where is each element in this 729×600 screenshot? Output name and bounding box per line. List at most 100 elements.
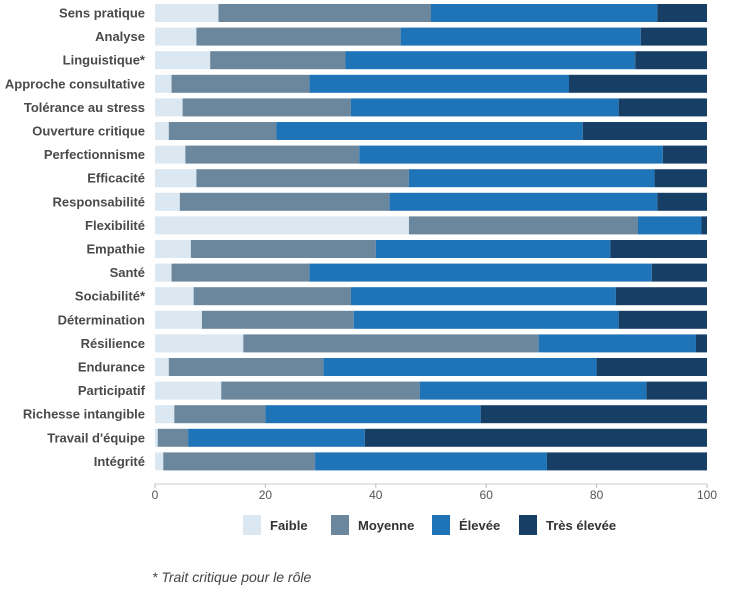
bar-flexibilite-moyenne — [408, 216, 638, 235]
bar-sens-pratique-moyenne — [218, 4, 431, 22]
bar-sens-pratique-faible — [155, 4, 219, 22]
category-label-richesse-intangible: Richesse intangible — [23, 407, 145, 422]
bar-participatif-elevee — [419, 381, 647, 400]
bar-endurance-moyenne — [168, 358, 324, 376]
bar-participatif-tres-elevee — [646, 381, 707, 400]
chart-svg: Sens pratique Analyse Linguistique* Approch… — [5, 4, 717, 535]
bar-tolerance-au-stress-elevee — [350, 98, 619, 117]
x-tick-label-60: 60 — [480, 488, 494, 502]
category-label-linguistique: Linguistique* — [63, 53, 146, 68]
bar-determination-moyenne — [201, 310, 354, 329]
legend-swatch-faible — [243, 515, 261, 535]
bar-responsabilite-elevee — [389, 192, 658, 211]
bar-linguistique-tres-elevee — [635, 51, 707, 70]
legend-swatch-moyenne — [331, 515, 349, 535]
bar-efficacite-elevee — [408, 169, 655, 188]
category-label-perfectionnisme: Perfectionnisme — [44, 147, 145, 162]
bar-approche-consultative-elevee — [309, 74, 569, 93]
bar-integrite-tres-elevee — [546, 452, 707, 471]
bar-integrite-elevee — [315, 452, 547, 471]
bar-richesse-intangible-moyenne — [174, 405, 266, 424]
bar-approche-consultative-faible — [155, 74, 172, 93]
bar-linguistique-moyenne — [210, 51, 346, 70]
bar-empathie-elevee — [375, 240, 611, 258]
bar-sociabilite-elevee — [350, 287, 616, 306]
bar-sens-pratique-elevee — [431, 4, 658, 22]
category-label-sens-pratique: Sens pratique — [59, 6, 145, 21]
legend-label-faible: Faible — [270, 518, 308, 533]
bar-integrite-moyenne — [163, 452, 316, 471]
legend-label-elevee: Élevée — [459, 518, 500, 533]
bar-travail-d-equipe-moyenne — [157, 428, 189, 447]
category-label-determination: Détermination — [58, 312, 145, 327]
bar-perfectionnisme-tres-elevee — [662, 145, 707, 164]
bar-resilience-faible — [155, 334, 244, 353]
bar-empathie-moyenne — [190, 240, 376, 258]
legend-swatch-elevee — [432, 515, 450, 535]
bar-resilience-elevee — [538, 334, 696, 353]
bar-travail-d-equipe-tres-elevee — [364, 428, 707, 447]
bar-flexibilite-tres-elevee — [701, 216, 707, 235]
bar-sociabilite-faible — [155, 287, 194, 306]
bar-resilience-moyenne — [243, 334, 539, 353]
legend-swatch-tres-elevee — [519, 515, 537, 535]
bar-sante-elevee — [309, 263, 652, 282]
x-tick-label-0: 0 — [152, 488, 159, 502]
bar-tolerance-au-stress-faible — [155, 98, 183, 117]
bar-responsabilite-tres-elevee — [657, 192, 707, 211]
bar-sante-tres-elevee — [651, 263, 707, 282]
bar-efficacite-tres-elevee — [654, 169, 707, 188]
bar-sens-pratique-tres-elevee — [657, 4, 707, 22]
bar-empathie-faible — [155, 240, 191, 258]
category-label-participatif: Participatif — [78, 383, 146, 398]
category-label-ouverture-critique: Ouverture critique — [32, 124, 145, 139]
bar-determination-elevee — [353, 310, 619, 329]
bar-empathie-tres-elevee — [610, 240, 707, 258]
legend-label-moyenne: Moyenne — [358, 518, 414, 533]
bar-travail-d-equipe-elevee — [188, 428, 365, 447]
category-label-tolerance-au-stress: Tolérance au stress — [24, 100, 145, 115]
bar-efficacite-moyenne — [196, 169, 409, 188]
bar-ouverture-critique-faible — [155, 122, 169, 140]
category-label-empathie: Empathie — [86, 242, 145, 257]
bar-flexibilite-elevee — [638, 216, 702, 235]
x-tick-label-20: 20 — [259, 488, 273, 502]
bar-endurance-tres-elevee — [596, 358, 707, 376]
category-label-integrite: Intégrité — [94, 454, 145, 469]
bar-analyse-faible — [155, 27, 197, 46]
bar-endurance-elevee — [323, 358, 597, 376]
bar-tolerance-au-stress-tres-elevee — [618, 98, 707, 117]
category-label-efficacite: Efficacité — [87, 171, 145, 186]
category-label-flexibilite: Flexibilité — [85, 218, 145, 233]
bar-flexibilite-faible — [155, 216, 409, 235]
x-tick-label-40: 40 — [369, 488, 383, 502]
bar-integrite-faible — [155, 452, 164, 471]
category-label-approche-consultative: Approche consultative — [5, 76, 145, 91]
bar-ouverture-critique-moyenne — [168, 122, 277, 140]
x-tick-label-80: 80 — [590, 488, 604, 502]
footnote: * Trait critique pour le rôle — [152, 569, 312, 585]
category-label-endurance: Endurance — [78, 360, 145, 375]
bar-responsabilite-faible — [155, 192, 180, 211]
legend-label-tres-elevee: Très élevée — [546, 518, 616, 533]
bar-travail-d-equipe-faible — [155, 428, 158, 447]
category-label-resilience: Résilience — [81, 336, 145, 351]
bar-endurance-faible — [155, 358, 169, 376]
bar-richesse-intangible-tres-elevee — [480, 405, 707, 424]
category-label-travail-d-equipe: Travail d'équipe — [47, 430, 145, 445]
bar-resilience-tres-elevee — [695, 334, 707, 353]
category-label-responsabilite: Responsabilité — [53, 194, 145, 209]
bar-sante-moyenne — [171, 263, 310, 282]
bar-perfectionnisme-elevee — [359, 145, 663, 164]
bar-determination-faible — [155, 310, 202, 329]
bar-perfectionnisme-moyenne — [185, 145, 360, 164]
x-tick-label-100: 100 — [697, 488, 717, 502]
bar-analyse-tres-elevee — [640, 27, 707, 46]
bar-efficacite-faible — [155, 169, 197, 188]
bar-sociabilite-tres-elevee — [615, 287, 707, 306]
category-label-sociabilite: Sociabilité* — [75, 289, 146, 304]
bar-analyse-elevee — [400, 27, 641, 46]
bar-determination-tres-elevee — [618, 310, 707, 329]
bar-approche-consultative-tres-elevee — [569, 74, 707, 93]
